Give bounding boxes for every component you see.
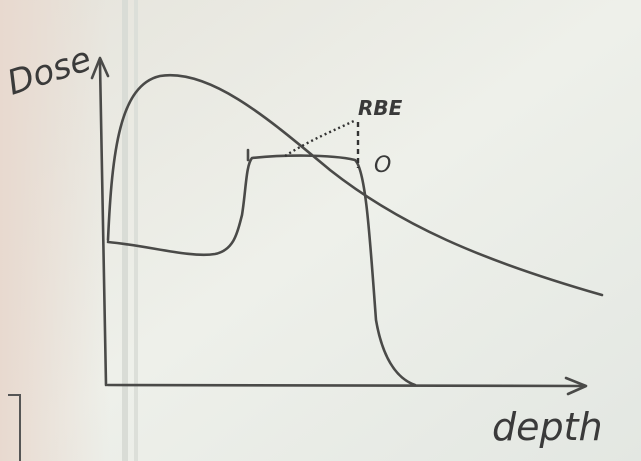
y-axis-arrow: [90, 56, 110, 80]
photon-curve: [106, 73, 604, 297]
x-axis-label: depth: [492, 405, 603, 449]
y-axis: [98, 60, 108, 387]
annotation: O: [374, 153, 391, 178]
bragg-curve: [106, 154, 417, 387]
annotation: RBE: [358, 96, 403, 120]
x-axis: [106, 383, 587, 388]
edge-mark: [8, 394, 21, 461]
frame-reflection: [122, 0, 128, 461]
x-axis-arrow: [564, 376, 588, 396]
frame-reflection: [134, 0, 138, 461]
